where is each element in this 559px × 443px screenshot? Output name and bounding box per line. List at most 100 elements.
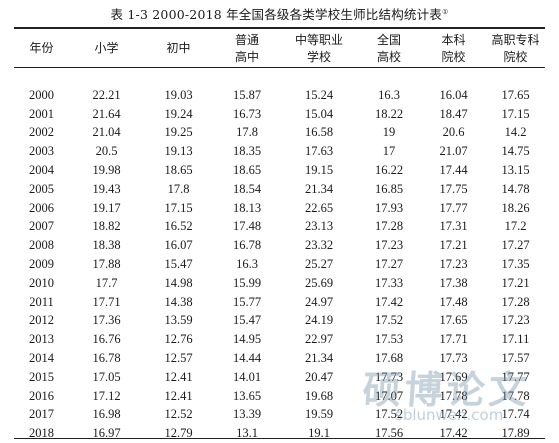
column-header-line1: 初中 <box>166 41 191 55</box>
ratio-cell: 17.21 <box>501 275 530 290</box>
ratio-cell: 17.21 <box>439 238 468 253</box>
ratio-cell: 17.48 <box>232 219 262 234</box>
year-cell: 2005 <box>29 181 54 196</box>
table-row: 2013 16.76 12.76 14.95 22.97 17.53 17.71 17.11 <box>14 330 545 349</box>
column-header-line1: 本科 <box>441 32 466 47</box>
table-row: 2009 17.88 15.47 16.3 25.27 17.27 17.23 17.35 <box>14 255 545 274</box>
table-row: 2010 17.7 14.98 15.99 25.69 17.33 17.38 17.21 <box>14 274 545 293</box>
table-row: 2003 20.5 19.13 18.35 17.63 17 21.07 14.75 <box>14 142 545 161</box>
ratio-cell: 18.82 <box>92 219 121 234</box>
ratio-cell: 17.12 <box>92 388 121 403</box>
ratio-cell: 17.63 <box>304 144 334 159</box>
ratio-cell: 16.78 <box>232 238 262 253</box>
ratio-cell: 16.76 <box>92 332 121 347</box>
ratio-cell: 20.47 <box>304 369 334 384</box>
column-header: 本科 院校 <box>421 30 486 67</box>
ratio-cell: 17.05 <box>92 369 121 384</box>
year-cell: 2004 <box>29 162 54 177</box>
ratio-cell: 19.03 <box>164 87 193 102</box>
ratio-cell: 19.1 <box>308 426 330 441</box>
ratio-cell: 18.47 <box>439 106 468 121</box>
ratio-cell: 17.44 <box>439 162 468 177</box>
ratio-cell: 15.77 <box>232 294 262 309</box>
year-cell: 2006 <box>29 200 54 215</box>
ratio-cell: 17.23 <box>501 313 530 328</box>
ratio-cell: 17.31 <box>439 219 468 234</box>
ratio-cell: 18.13 <box>232 200 262 215</box>
year-cell: 2012 <box>29 313 54 328</box>
spacer-cell <box>421 67 486 86</box>
ratio-cell: 12.52 <box>164 407 193 422</box>
ratio-cell: 20.5 <box>95 144 118 159</box>
ratio-cell: 17.15 <box>501 106 530 121</box>
ratio-cell: 16.78 <box>92 350 121 365</box>
table-row: 2017 16.98 12.52 13.39 19.59 17.52 17.42 17.74 <box>14 405 545 424</box>
table-row: 2007 18.82 16.52 17.48 23.13 17.28 17.31 17.2 <box>14 217 545 236</box>
ratio-cell: 24.97 <box>304 294 334 309</box>
column-header-line2: 高校 <box>376 49 401 64</box>
ratio-cell: 21.04 <box>92 125 121 140</box>
table-row: 2002 21.04 19.25 17.8 16.58 19 20.6 14.2 <box>14 123 545 142</box>
ratio-cell: 17.77 <box>501 369 530 384</box>
ratio-cell: 14.98 <box>164 275 193 290</box>
table-row: 2012 17.36 13.59 15.47 24.19 17.52 17.65 17.23 <box>14 311 545 330</box>
column-header: 全国 高校 <box>357 30 421 67</box>
ratio-cell: 17.52 <box>374 313 404 328</box>
ratio-cell: 17.36 <box>92 313 121 328</box>
ratio-cell: 21.34 <box>304 350 334 365</box>
ratio-cell: 15.24 <box>304 87 334 102</box>
ratio-cell: 15.87 <box>232 87 262 102</box>
year-cell: 2008 <box>29 238 54 253</box>
ratio-cell: 18.38 <box>92 238 121 253</box>
spacer-cell <box>357 67 421 86</box>
ratio-cell: 19.59 <box>304 407 334 422</box>
ratio-cell: 15.47 <box>164 256 193 271</box>
ratio-cell: 17.65 <box>439 313 468 328</box>
ratio-cell: 19.13 <box>164 144 193 159</box>
ratio-cell: 23.32 <box>304 238 334 253</box>
year-cell: 2016 <box>29 388 54 403</box>
ratio-cell: 13.65 <box>232 388 262 403</box>
table-row: 2015 17.05 12.41 14.01 20.47 17.73 17.69 17.77 <box>14 368 545 387</box>
column-header-line1: 普通 <box>234 32 259 47</box>
ratio-cell: 18.65 <box>232 162 262 177</box>
ratio-cell: 14.2 <box>504 125 527 140</box>
table-row: 2001 21.64 19.24 16.73 15.04 18.22 18.47 17.15 <box>14 105 545 124</box>
caption-text: 表 1-3 2000-2018 年全国各级各类学校生师比结构统计表 <box>110 7 442 22</box>
ratio-cell: 17.42 <box>374 294 404 309</box>
ratio-cell: 12.41 <box>164 388 193 403</box>
ratio-cell: 17.71 <box>92 294 121 309</box>
footnote-marker: ① <box>442 7 449 16</box>
table-caption: 表 1-3 2000-2018 年全国各级各类学校生师比结构统计表① <box>0 4 559 23</box>
ratio-cell: 17.88 <box>92 256 121 271</box>
ratio-cell: 17.78 <box>439 388 468 403</box>
ratio-cell: 16.3 <box>378 87 400 102</box>
ratio-cell: 17.07 <box>374 388 404 403</box>
ratio-cell: 17.15 <box>164 200 193 215</box>
ratio-cell: 14.75 <box>501 144 530 159</box>
column-header: 高职专科 院校 <box>486 30 545 67</box>
ratio-cell: 13.15 <box>501 162 530 177</box>
ratio-cell: 18.65 <box>164 162 193 177</box>
ratio-cell: 19.25 <box>164 125 193 140</box>
ratio-cell: 17.52 <box>374 407 404 422</box>
ratio-cell: 16.52 <box>164 219 193 234</box>
ratio-cell: 18.26 <box>501 200 530 215</box>
table-row: 2016 17.12 12.41 13.65 19.68 17.07 17.78 17.78 <box>14 387 545 406</box>
ratio-cell: 17.77 <box>439 200 468 215</box>
column-header-line2: 院校 <box>503 49 528 64</box>
ratio-cell: 19.43 <box>92 181 121 196</box>
ratio-cell: 17.42 <box>439 407 468 422</box>
table-row: 2008 18.38 16.07 16.78 23.32 17.23 17.21 17.27 <box>14 236 545 255</box>
year-cell: 2018 <box>29 426 54 441</box>
spacer-cell <box>14 67 69 86</box>
ratio-cell: 17.93 <box>374 200 404 215</box>
ratio-cell: 19 <box>382 125 396 140</box>
spacer-cell <box>144 67 213 86</box>
ratio-cell: 17.23 <box>439 256 468 271</box>
table-row: 2005 19.43 17.8 18.54 21.34 16.85 17.75 14.78 <box>14 180 545 199</box>
ratio-cell: 14.78 <box>501 181 530 196</box>
table-row: 2000 22.21 19.03 15.87 15.24 16.3 16.04 17.65 <box>14 86 545 105</box>
year-cell: 2014 <box>29 350 54 365</box>
ratio-cell: 17.74 <box>501 407 530 422</box>
